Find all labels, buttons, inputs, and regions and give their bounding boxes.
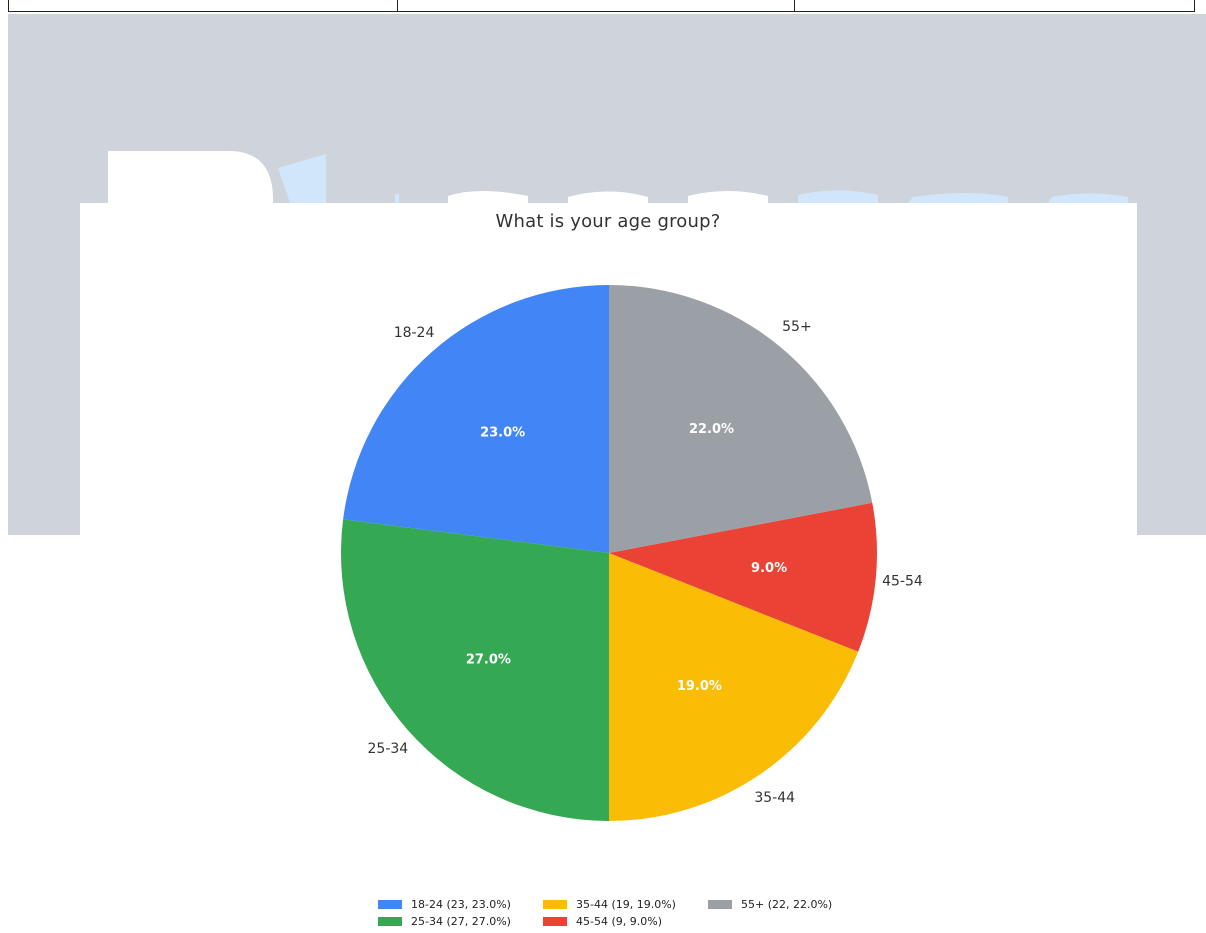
legend-item: 18-24 (23, 23.0%) bbox=[378, 896, 543, 912]
logo-letter-fragment bbox=[448, 191, 528, 203]
legend-item: 25-34 (27, 27.0%) bbox=[378, 913, 543, 929]
logo-letter-fragment bbox=[798, 190, 878, 203]
logo-arrow-icon bbox=[278, 154, 326, 203]
legend-swatch bbox=[378, 916, 402, 926]
legend-label: 18-24 (23, 23.0%) bbox=[411, 897, 511, 911]
pie-category-label: 25-34 bbox=[368, 741, 409, 757]
chart-legend: 18-24 (23, 23.0%) 35-44 (19, 19.0%) 55+ (2… bbox=[378, 896, 878, 929]
pie-percent-label: 22.0% bbox=[689, 422, 734, 437]
table-separator bbox=[397, 0, 398, 12]
logo-letter-fragment bbox=[908, 193, 1008, 203]
legend-item: 35-44 (19, 19.0%) bbox=[543, 896, 708, 912]
legend-label: 55+ (22, 22.0%) bbox=[741, 897, 833, 911]
logo-mark bbox=[395, 194, 399, 203]
legend-swatch bbox=[378, 899, 402, 909]
legend-swatch bbox=[543, 916, 567, 926]
legend-swatch bbox=[708, 899, 732, 909]
watermark-logo bbox=[108, 151, 1128, 203]
logo-letter-fragment bbox=[1048, 193, 1128, 203]
legend-item: 55+ (22, 22.0%) bbox=[708, 896, 878, 912]
pie-slice-18-24 bbox=[343, 285, 609, 553]
table-separator bbox=[794, 0, 795, 12]
pie-slice-45-54 bbox=[609, 502, 878, 652]
pie-percent-label: 19.0% bbox=[677, 679, 722, 694]
pie-percent-label: 9.0% bbox=[751, 561, 787, 576]
legend-label: 35-44 (19, 19.0%) bbox=[576, 897, 676, 911]
pie-percent-label: 23.0% bbox=[480, 425, 525, 440]
pie-slice-35-44 bbox=[609, 553, 859, 821]
pie-category-label: 55+ bbox=[782, 319, 812, 335]
top-table-fragment bbox=[8, 0, 1195, 12]
legend-label: 25-34 (27, 27.0%) bbox=[411, 914, 511, 928]
pie-slice-25-34 bbox=[341, 519, 609, 821]
legend-swatch bbox=[543, 899, 567, 909]
pie-percent-label: 27.0% bbox=[466, 652, 511, 667]
logo-letter-fragment bbox=[568, 191, 648, 203]
chart-title: What is your age group? bbox=[495, 211, 721, 232]
pie-category-label: 45-54 bbox=[882, 574, 923, 590]
legend-label: 45-54 (9, 9.0%) bbox=[576, 914, 662, 928]
pie-slice-55+ bbox=[609, 285, 873, 553]
legend-item: 45-54 (9, 9.0%) bbox=[543, 913, 708, 929]
pie-category-label: 18-24 bbox=[394, 325, 435, 341]
logo-shape bbox=[108, 151, 273, 203]
pie-category-label: 35-44 bbox=[754, 790, 795, 806]
logo-letter-fragment bbox=[688, 191, 768, 203]
